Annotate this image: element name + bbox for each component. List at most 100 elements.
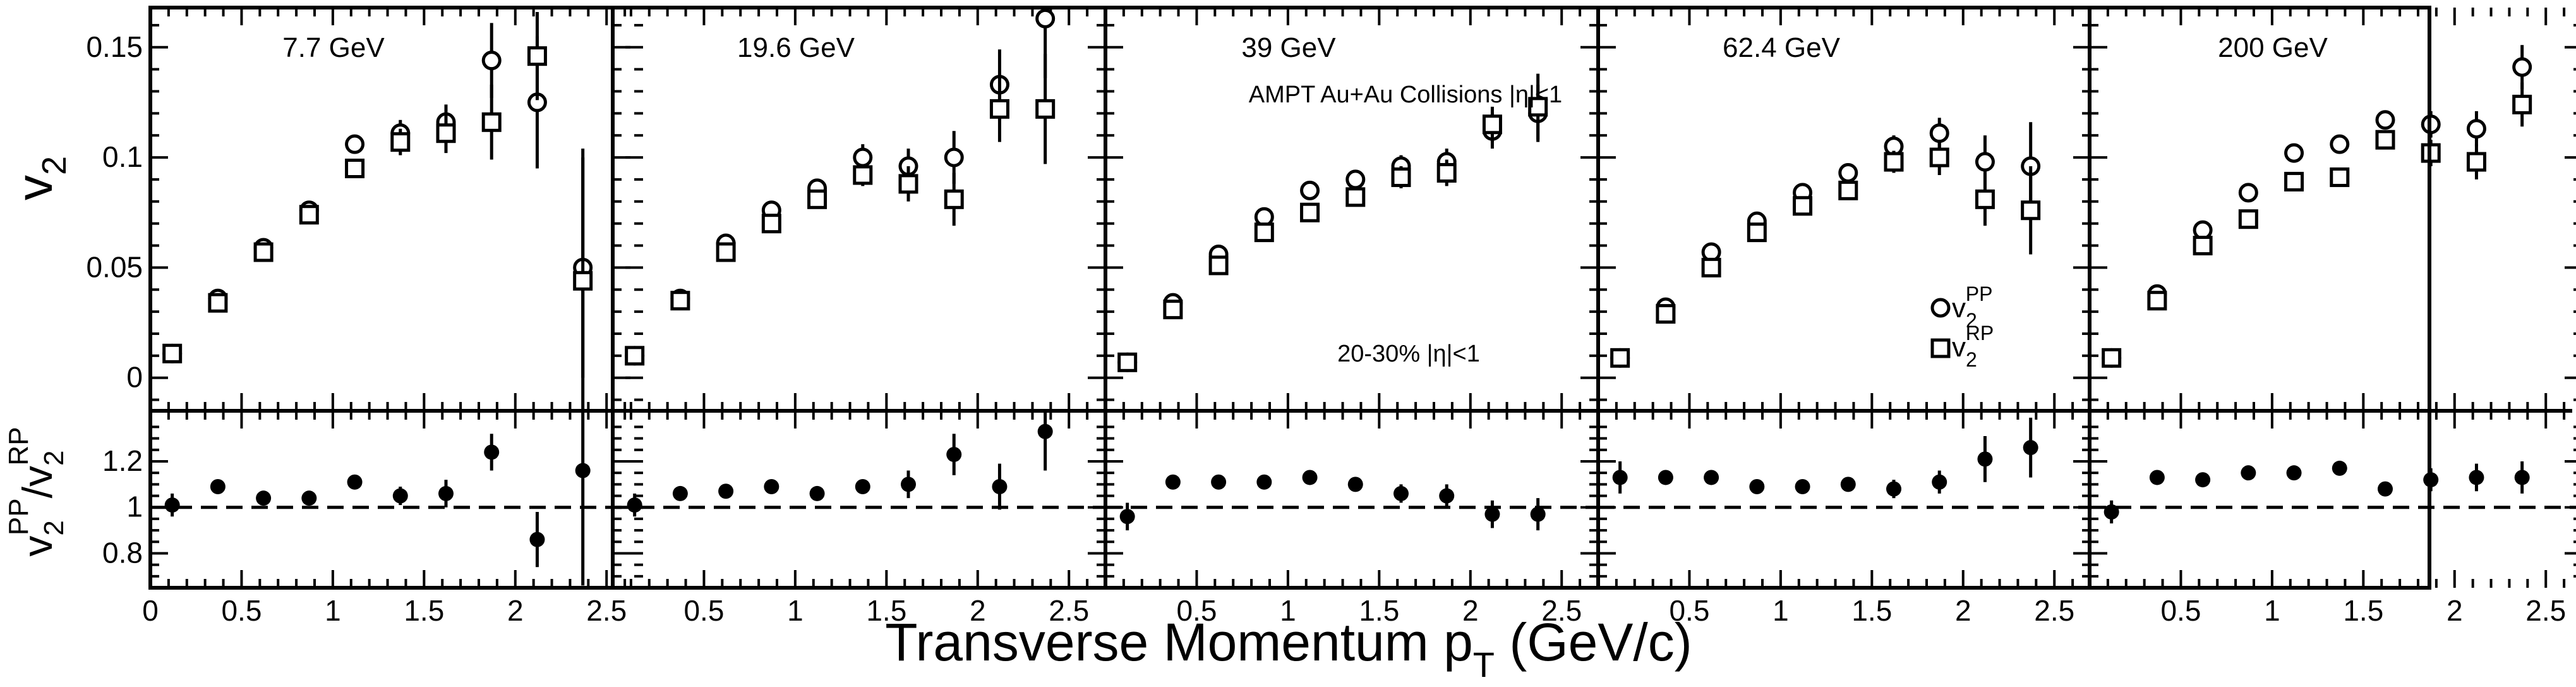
panel-title: 200 GeV — [2218, 32, 2328, 63]
y-tick-label: 0.8 — [102, 536, 143, 569]
data-point-ratio — [2195, 472, 2211, 488]
data-point-ratio — [718, 483, 734, 499]
data-point-ratio — [992, 479, 1008, 494]
legend-marker-square — [1930, 338, 1951, 358]
panel-title: 7.7 GeV — [282, 32, 385, 63]
data-point-ratio — [210, 479, 226, 494]
x-tick-label: 1 — [787, 594, 803, 627]
panel-title: 62.4 GeV — [1723, 32, 1841, 63]
data-point-rp — [481, 112, 502, 132]
data-point-pp — [1929, 123, 1949, 143]
x-tick-label: 0.5 — [1176, 594, 1217, 627]
data-point-rp — [2238, 209, 2258, 229]
x-tick-label: 2.5 — [2525, 594, 2566, 627]
panel-5: 200 GeV 0.5 1 1.5 2 2.5 — [2088, 8, 2576, 627]
data-point-ratio — [946, 447, 962, 463]
data-point-rp — [1391, 167, 1411, 187]
x-tick-label: 2 — [1955, 594, 1971, 627]
data-point-ratio — [1932, 474, 1947, 490]
y-tick-label: 1 — [126, 490, 143, 523]
x-tick-label: 1 — [325, 594, 341, 627]
data-point-ratio — [529, 532, 545, 547]
data-point-pp — [2330, 134, 2350, 154]
data-point-ratio — [2378, 481, 2393, 497]
data-point-pp — [2512, 57, 2532, 77]
data-point-rp — [2466, 152, 2486, 172]
x-tick-label: 2.5 — [2034, 594, 2074, 627]
data-point-rp — [1975, 189, 1995, 209]
data-point-rp — [1117, 352, 1138, 372]
data-point-rp — [299, 205, 319, 225]
data-point-ratio — [1886, 481, 1901, 497]
data-point-ratio — [1795, 479, 1810, 494]
data-point-ratio — [2469, 470, 2484, 485]
data-point-ratio — [2241, 465, 2256, 481]
data-point-ratio — [1704, 470, 1719, 485]
data-point-pp — [2238, 183, 2258, 203]
data-point-rp — [716, 242, 736, 262]
data-point-pp — [1035, 8, 1056, 28]
x-tick-label: 1.5 — [1359, 594, 1399, 627]
data-point-ratio — [2514, 470, 2530, 485]
panel-title: 19.6 GeV — [737, 32, 855, 63]
data-layer — [2102, 45, 2532, 524]
data-point-rp — [670, 291, 690, 311]
data-point-rp — [208, 293, 228, 313]
x-tick-label: 2.5 — [1541, 594, 1582, 627]
data-point-rp — [1436, 162, 1457, 183]
data-point-rp — [1610, 348, 1630, 368]
data-point-rp — [573, 271, 593, 291]
y-tick-label: 1.2 — [102, 444, 143, 477]
x-tick-label: 2 — [1462, 594, 1479, 627]
data-point-rp — [345, 159, 365, 179]
data-point-rp — [853, 165, 873, 185]
x-tick-label: 1.5 — [2343, 594, 2383, 627]
y-tick-label: 0.15 — [86, 30, 143, 63]
data-point-rp — [2330, 167, 2350, 187]
data-point-pp — [2466, 119, 2486, 139]
data-point-pp — [1345, 169, 1366, 190]
data-point-rp — [1345, 187, 1366, 207]
data-point-rp — [390, 132, 411, 152]
data-point-ratio — [1977, 451, 1993, 467]
data-point-ratio — [1612, 470, 1628, 485]
data-point-ratio — [1530, 506, 1546, 522]
x-axis-label: Transverse Momentum pT (GeV/c) — [885, 612, 1692, 684]
frame — [148, 6, 2572, 590]
data-point-ratio — [1393, 485, 1409, 501]
data-point-rp — [436, 123, 456, 143]
data-point-ratio — [901, 477, 916, 492]
data-point-rp — [761, 214, 781, 234]
plot-border — [148, 6, 2431, 590]
x-tick-label: 0 — [142, 594, 159, 627]
data-point-ratio — [1256, 474, 1272, 490]
legend: v2PP v2RP — [1930, 283, 1994, 371]
data-point-ratio — [1037, 423, 1053, 439]
data-point-ratio — [484, 444, 500, 460]
legend-label-rp: v2RP — [1952, 322, 1994, 371]
data-point-rp — [1838, 180, 1858, 200]
data-point-ratio — [672, 485, 688, 501]
data-point-rp — [253, 242, 274, 262]
annotation-system: AMPT Au+Au Collisions |η|<1 — [1249, 82, 1562, 108]
x-tick-label: 2 — [970, 594, 986, 627]
data-point-ratio — [1211, 474, 1227, 490]
data-point-pp — [2284, 143, 2304, 163]
data-point-rp — [807, 189, 828, 209]
data-point-rp — [2021, 200, 2041, 221]
data-point-rp — [1035, 99, 1056, 119]
x-tick-label: 2.5 — [586, 594, 627, 627]
data-point-rp — [1300, 202, 1320, 222]
data-point-rp — [2193, 236, 2213, 256]
data-point-rp — [1656, 304, 1676, 324]
data-point-ratio — [2149, 470, 2165, 485]
panel-3: 39 GeV 0.5 1 1.5 2 2.5 — [1104, 8, 1598, 627]
data-point-ratio — [575, 463, 591, 478]
data-point-ratio — [1302, 470, 1318, 485]
data-point-ratio — [2023, 440, 2038, 456]
data-point-rp — [2375, 130, 2395, 150]
data-point-ratio — [2104, 504, 2119, 520]
data-point-pp — [2375, 110, 2395, 130]
x-tick-label: 0.5 — [2160, 594, 2201, 627]
